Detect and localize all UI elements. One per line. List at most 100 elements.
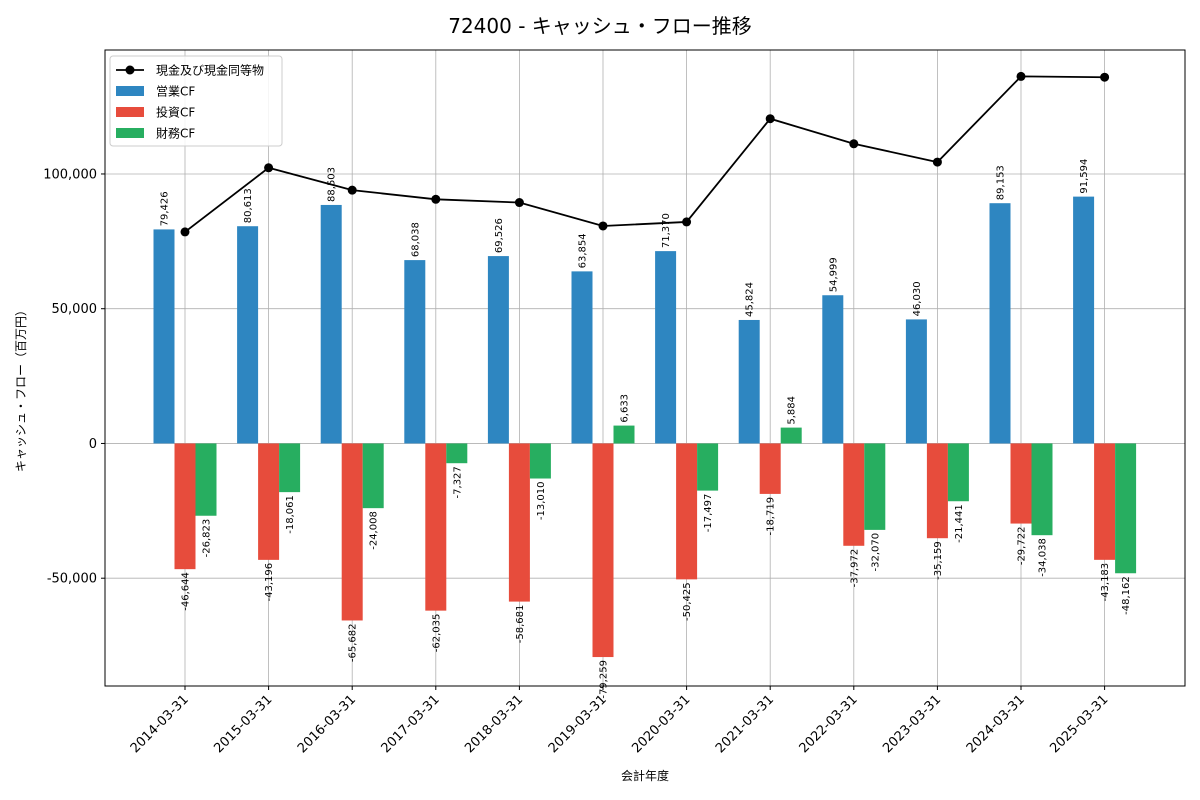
bar-value-label: 46,030 [912,281,923,316]
bar-value-label: 88,503 [327,167,338,202]
bar-investing [1010,443,1032,524]
bar-financing [195,443,217,516]
bar-value-label: -21,441 [954,504,965,543]
bar-financing [780,427,802,444]
bar-operating [738,319,760,444]
bar-operating [822,295,844,444]
cash-line-point [1016,71,1026,81]
bar-value-label: -13,010 [536,482,547,521]
bar-operating [905,319,927,444]
bar-value-label: -46,644 [181,572,192,611]
bar-value-label: 5,884 [787,396,798,425]
bar-value-label: -18,719 [766,497,777,536]
bar-value-label: 80,613 [243,188,254,223]
bar-investing [676,443,698,580]
legend-entry-label: 財務CF [156,126,195,141]
y-tick-label: 50,000 [52,302,98,317]
bar-financing [864,443,886,530]
bar-value-label: -29,722 [1017,527,1028,566]
bar-value-label: -58,681 [515,605,526,644]
legend-line-marker [125,65,135,75]
bar-value-label: 79,426 [160,191,171,226]
bar-operating [487,256,509,444]
bar-value-label: -17,497 [703,494,714,533]
bar-operating [1073,196,1095,444]
cash-line-point [264,163,274,173]
bar-investing [1094,443,1116,560]
legend-swatch [116,107,144,117]
bar-financing [697,443,719,491]
bar-investing [341,443,363,621]
bar-financing [446,443,468,464]
bar-value-label: 69,526 [494,218,505,253]
chart-title: 72400 - キャッシュ・フロー推移 [448,14,752,38]
data-labels: 79,426 80,613 88,503 68,038 69,526 63,854 71,3… [160,159,1133,699]
bar-financing [613,425,635,444]
cash-line-point [682,217,692,227]
bar-value-label: 91,594 [1079,159,1090,194]
y-tick-label: -50,000 [47,572,97,587]
bar-financing [529,443,551,479]
bar-value-label: 6,633 [620,394,631,423]
bar-value-label: -32,070 [870,533,881,572]
bar-investing [926,443,948,539]
bar-value-label: -37,972 [849,549,860,588]
bar-operating [655,251,677,444]
legend-entry-label: 投資CF [156,105,195,120]
bar-investing [258,443,280,560]
bar-operating [571,271,593,444]
cash-line-point [180,227,190,237]
cash-line-path [184,75,1105,233]
bar-value-label: -43,196 [264,563,275,602]
bar-operating [404,260,426,444]
cash-line-point [849,139,859,149]
legend-swatch [116,128,144,138]
y-axis-label: キャッシュ・フロー（百万円） [14,304,28,472]
bar-investing [592,443,614,658]
x-axis-label: 会計年度 [621,768,669,783]
bar-value-label: -48,162 [1121,576,1132,615]
bar-value-label: -79,259 [599,660,610,699]
bar-value-label: 71,370 [661,213,672,248]
cash-line-point [932,157,942,167]
bar-operating [989,203,1011,444]
bar-financing [947,443,969,502]
bar-value-label: -35,159 [933,541,944,580]
bar-value-label: 68,038 [410,222,421,257]
bar-value-label: -65,682 [348,623,359,662]
legend-entry-label: 現金及び現金同等物 [156,63,264,78]
bars [153,196,1137,658]
bar-investing [174,443,196,570]
bar-value-label: 54,999 [828,257,839,292]
cash-line-point [347,185,357,195]
bar-financing [1115,443,1137,574]
bar-value-label: -34,038 [1038,538,1049,577]
bar-value-label: -7,327 [452,466,463,498]
bar-financing [1031,443,1053,536]
cash-line [180,71,1110,237]
bar-investing [425,443,447,611]
plot-frame [104,49,1186,687]
bar-value-label: 89,153 [996,165,1007,200]
grid [105,50,1185,686]
bar-financing [279,443,301,493]
cash-line-point [765,114,775,124]
cash-line-point [598,221,608,231]
bar-value-label: -26,823 [202,519,213,558]
bar-value-label: -62,035 [431,614,442,653]
bar-investing [843,443,865,546]
bar-value-label: -50,425 [682,582,693,621]
bar-investing [508,443,530,602]
bar-value-label: 63,854 [578,233,589,268]
legend-swatch [116,86,144,96]
bar-operating [320,204,342,444]
bar-value-label: 45,824 [745,282,756,317]
bar-value-label: -24,008 [369,511,380,550]
bar-financing [362,443,384,509]
y-tick-label: 0 [89,437,97,452]
y-tick-label: 100,000 [43,167,97,182]
bar-operating [237,226,259,444]
legend-box [109,55,283,147]
legend-entry-label: 営業CF [156,85,195,99]
